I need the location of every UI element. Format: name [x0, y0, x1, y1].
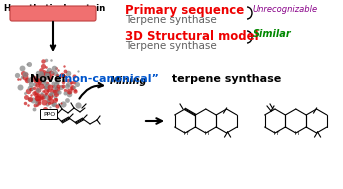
- Text: Terpene synthase: Terpene synthase: [125, 15, 217, 25]
- Text: H": H": [274, 131, 280, 136]
- Text: Unrecognizable: Unrecognizable: [253, 5, 318, 15]
- Text: Terpene synthase: Terpene synthase: [125, 41, 217, 51]
- Text: “non-canonical”: “non-canonical”: [58, 74, 160, 84]
- Text: Hypothetical protein: Hypothetical protein: [4, 4, 105, 13]
- FancyBboxPatch shape: [10, 6, 96, 21]
- Text: Similar: Similar: [253, 29, 292, 39]
- Text: Novel: Novel: [30, 74, 69, 84]
- Text: Mining: Mining: [110, 76, 147, 86]
- Text: H: H: [295, 131, 299, 136]
- Text: H: H: [205, 131, 209, 136]
- Text: 3D Structural model: 3D Structural model: [125, 30, 259, 43]
- Text: H": H": [184, 131, 190, 136]
- Text: PPO: PPO: [43, 112, 55, 118]
- Text: Primary sequence: Primary sequence: [125, 4, 244, 17]
- FancyBboxPatch shape: [40, 109, 58, 119]
- Text: terpene synthase: terpene synthase: [168, 74, 281, 84]
